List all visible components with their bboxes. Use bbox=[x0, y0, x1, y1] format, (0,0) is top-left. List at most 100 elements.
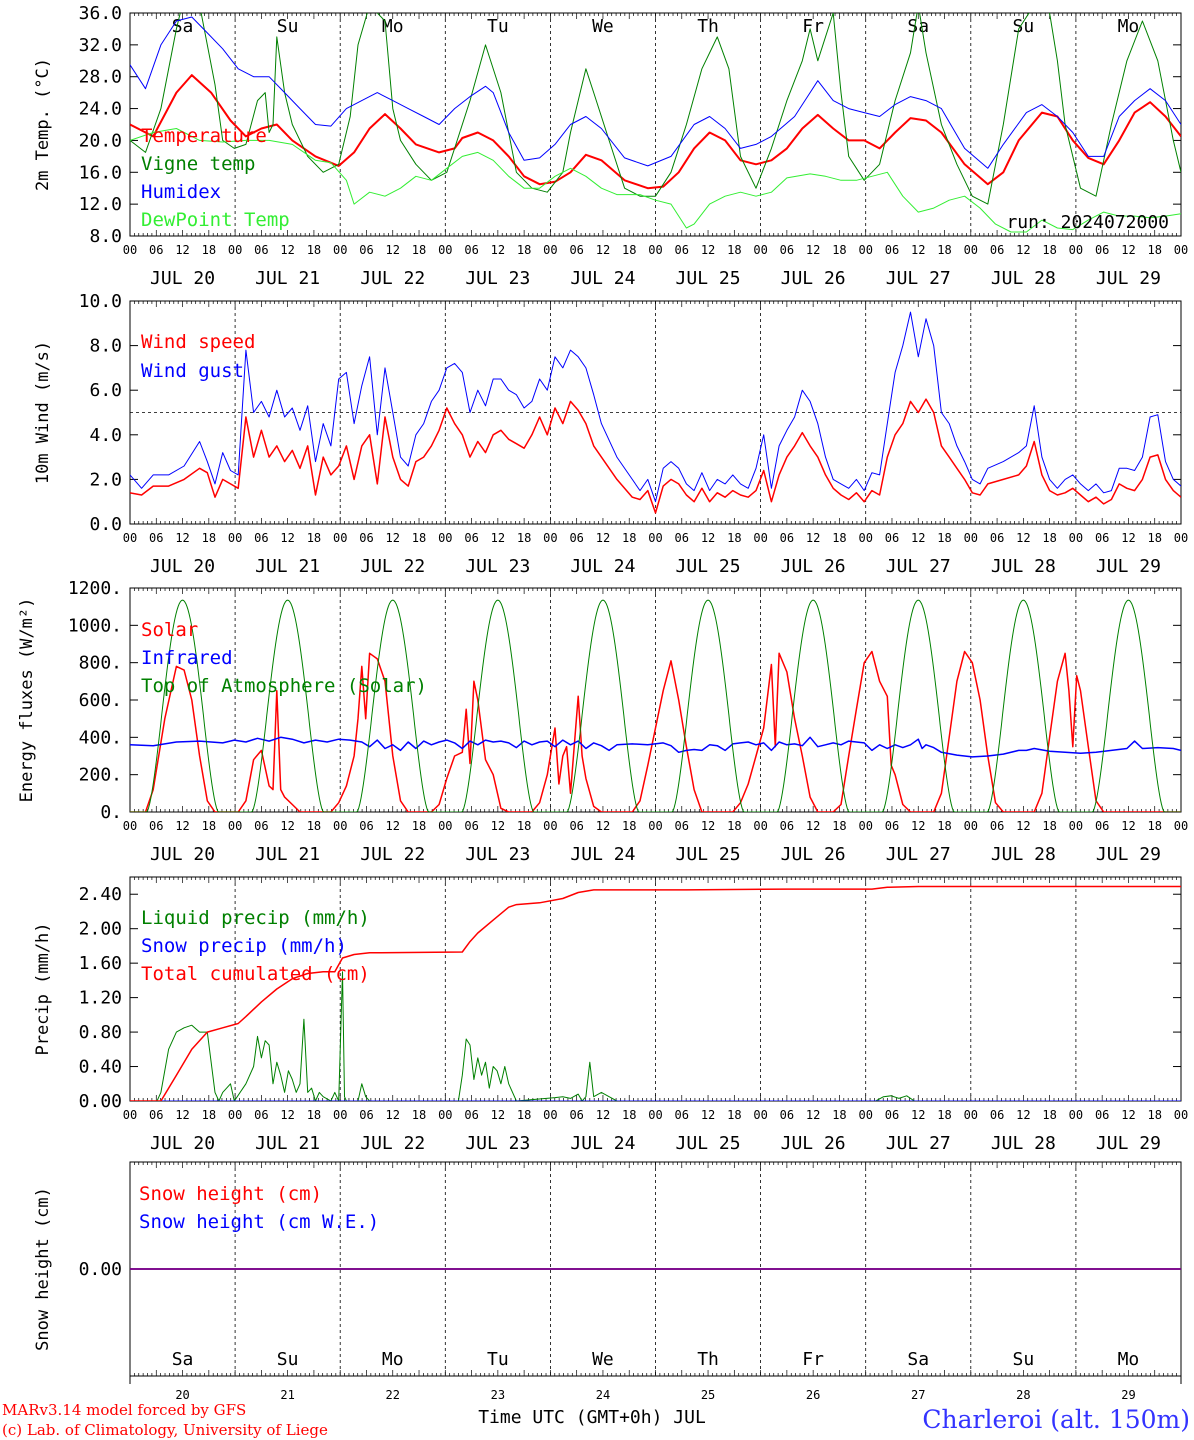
x-hour-label: 06 bbox=[464, 243, 478, 257]
x-hour-label: 00 bbox=[1069, 531, 1083, 545]
x-day-label: JUL 29 bbox=[1096, 268, 1161, 289]
series-line-dewpoint-temp bbox=[130, 128, 1181, 233]
panel-temperature: 8.0 12.0 16.0 20.0 24.0 28.0 32.0 36.0 2m Temp. … bbox=[33, 3, 1188, 289]
x-hour-label: 12 bbox=[175, 243, 189, 257]
x-hour-label: 06 bbox=[885, 531, 899, 545]
x-day-label: JUL 23 bbox=[465, 1133, 530, 1154]
x-day-number: 22 bbox=[386, 1388, 400, 1402]
legend-entry: Total cumulated (cm) bbox=[141, 963, 370, 985]
x-day-label: JUL 20 bbox=[150, 844, 215, 865]
legend-entry: Wind speed bbox=[141, 331, 255, 353]
x-hour-label: 00 bbox=[123, 819, 137, 833]
y-tick-label: 8.0 bbox=[89, 336, 122, 357]
y-tick-label: 24.0 bbox=[79, 99, 122, 120]
series-group bbox=[130, 311, 1181, 514]
copyright-credit: (c) Lab. of Climatology, University of L… bbox=[2, 1421, 328, 1439]
day-of-week-label: Su bbox=[1013, 16, 1035, 37]
x-day-number: 23 bbox=[491, 1388, 505, 1402]
legend-entry: Temperature bbox=[141, 125, 267, 147]
x-day-number: 27 bbox=[911, 1388, 925, 1402]
y-tick-label: 2.40 bbox=[79, 884, 122, 905]
x-hour-label: 18 bbox=[517, 819, 531, 833]
x-day-label: JUL 21 bbox=[255, 268, 320, 289]
legend-entry: Wind gust bbox=[141, 360, 244, 382]
x-hour-label: 18 bbox=[727, 1108, 741, 1122]
x-hour-label: 00 bbox=[1174, 1108, 1188, 1122]
x-hour-label: 18 bbox=[622, 243, 636, 257]
x-hour-label: 18 bbox=[517, 243, 531, 257]
day-of-week-label: Mo bbox=[1118, 16, 1140, 37]
legend-entry: DewPoint Temp bbox=[141, 209, 290, 231]
x-hour-label: 12 bbox=[386, 243, 400, 257]
x-hour-label: 18 bbox=[832, 243, 846, 257]
x-day-number: 21 bbox=[280, 1388, 294, 1402]
x-day-label: JUL 22 bbox=[360, 268, 425, 289]
x-day-label: JUL 29 bbox=[1096, 556, 1161, 577]
x-hour-label: 00 bbox=[438, 243, 452, 257]
y-tick-label: 2.00 bbox=[79, 919, 122, 940]
panel-wind: 0.0 2.0 4.0 6.0 8.0 10.0 10m Wind (m/s) 00 06 12 1… bbox=[33, 291, 1188, 577]
x-hour-label: 06 bbox=[254, 531, 268, 545]
x-hour-label: 18 bbox=[727, 531, 741, 545]
x-hour-label: 18 bbox=[622, 531, 636, 545]
series-line-vigne-temp bbox=[130, 13, 1181, 205]
x-hour-label: 06 bbox=[990, 1108, 1004, 1122]
x-hour-label: 18 bbox=[1042, 243, 1056, 257]
x-hour-label: 18 bbox=[937, 531, 951, 545]
legend-entry: Snow precip (mm/h) bbox=[141, 935, 347, 957]
series-group bbox=[130, 13, 1181, 233]
day-of-week-label: Sa bbox=[907, 1349, 929, 1370]
x-hour-label: 12 bbox=[175, 819, 189, 833]
x-day-label: JUL 24 bbox=[570, 556, 635, 577]
x-hour-label: 18 bbox=[1042, 531, 1056, 545]
x-day-number: 26 bbox=[806, 1388, 820, 1402]
y-tick-label: 4.0 bbox=[89, 425, 122, 446]
y-tick-label: 0.00 bbox=[79, 1091, 122, 1112]
x-hour-label: 00 bbox=[753, 243, 767, 257]
day-of-week-label: Mo bbox=[1118, 1349, 1140, 1370]
x-hour-label: 18 bbox=[412, 531, 426, 545]
x-day-label: JUL 22 bbox=[360, 1133, 425, 1154]
day-of-week-label: Th bbox=[697, 1349, 719, 1370]
x-hour-label: 00 bbox=[438, 819, 452, 833]
x-hour-label: 18 bbox=[412, 819, 426, 833]
x-hour-label: 18 bbox=[832, 1108, 846, 1122]
y-tick-label: 2.0 bbox=[89, 469, 122, 490]
x-hour-label: 00 bbox=[648, 819, 662, 833]
legend-entry: Humidex bbox=[141, 181, 221, 203]
x-hour-label: 18 bbox=[202, 531, 216, 545]
y-tick-label: 1.20 bbox=[79, 988, 122, 1009]
panel-snow: 0.00 Snow height (cm) Snow height (cm) Snow… bbox=[33, 1161, 1182, 1402]
x-hour-label: 12 bbox=[491, 1108, 505, 1122]
x-day-label: JUL 26 bbox=[781, 268, 846, 289]
x-hour-label: 12 bbox=[280, 243, 294, 257]
y-tick-label: 16.0 bbox=[79, 162, 122, 183]
x-hour-label: 00 bbox=[543, 1108, 557, 1122]
x-hour-label: 12 bbox=[1121, 819, 1135, 833]
x-day-label: JUL 21 bbox=[255, 844, 320, 865]
x-hour-label: 06 bbox=[780, 819, 794, 833]
x-hour-label: 18 bbox=[727, 819, 741, 833]
x-hour-label: 00 bbox=[858, 1108, 872, 1122]
y-tick-label: 1000. bbox=[68, 615, 122, 636]
x-hour-label: 12 bbox=[1016, 243, 1030, 257]
day-of-week-label: Mo bbox=[382, 1349, 404, 1370]
x-day-label: JUL 20 bbox=[150, 268, 215, 289]
x-day-label: JUL 27 bbox=[886, 268, 951, 289]
x-hour-label: 12 bbox=[596, 1108, 610, 1122]
x-hour-label: 12 bbox=[175, 1108, 189, 1122]
day-of-week-label: Su bbox=[277, 16, 299, 37]
x-hour-label: 00 bbox=[964, 243, 978, 257]
x-hour-label: 00 bbox=[333, 1108, 347, 1122]
x-hour-label: 00 bbox=[753, 1108, 767, 1122]
x-day-label: JUL 24 bbox=[570, 844, 635, 865]
x-day-label: JUL 26 bbox=[781, 844, 846, 865]
x-day-label: JUL 23 bbox=[465, 268, 530, 289]
x-hour-label: 06 bbox=[149, 1108, 163, 1122]
x-hour-label: 06 bbox=[359, 243, 373, 257]
x-hour-label: 18 bbox=[412, 1108, 426, 1122]
x-hour-label: 06 bbox=[149, 531, 163, 545]
x-hour-label: 12 bbox=[280, 531, 294, 545]
y-tick-label: 12.0 bbox=[79, 194, 122, 215]
y-tick-label: 20.0 bbox=[79, 130, 122, 151]
